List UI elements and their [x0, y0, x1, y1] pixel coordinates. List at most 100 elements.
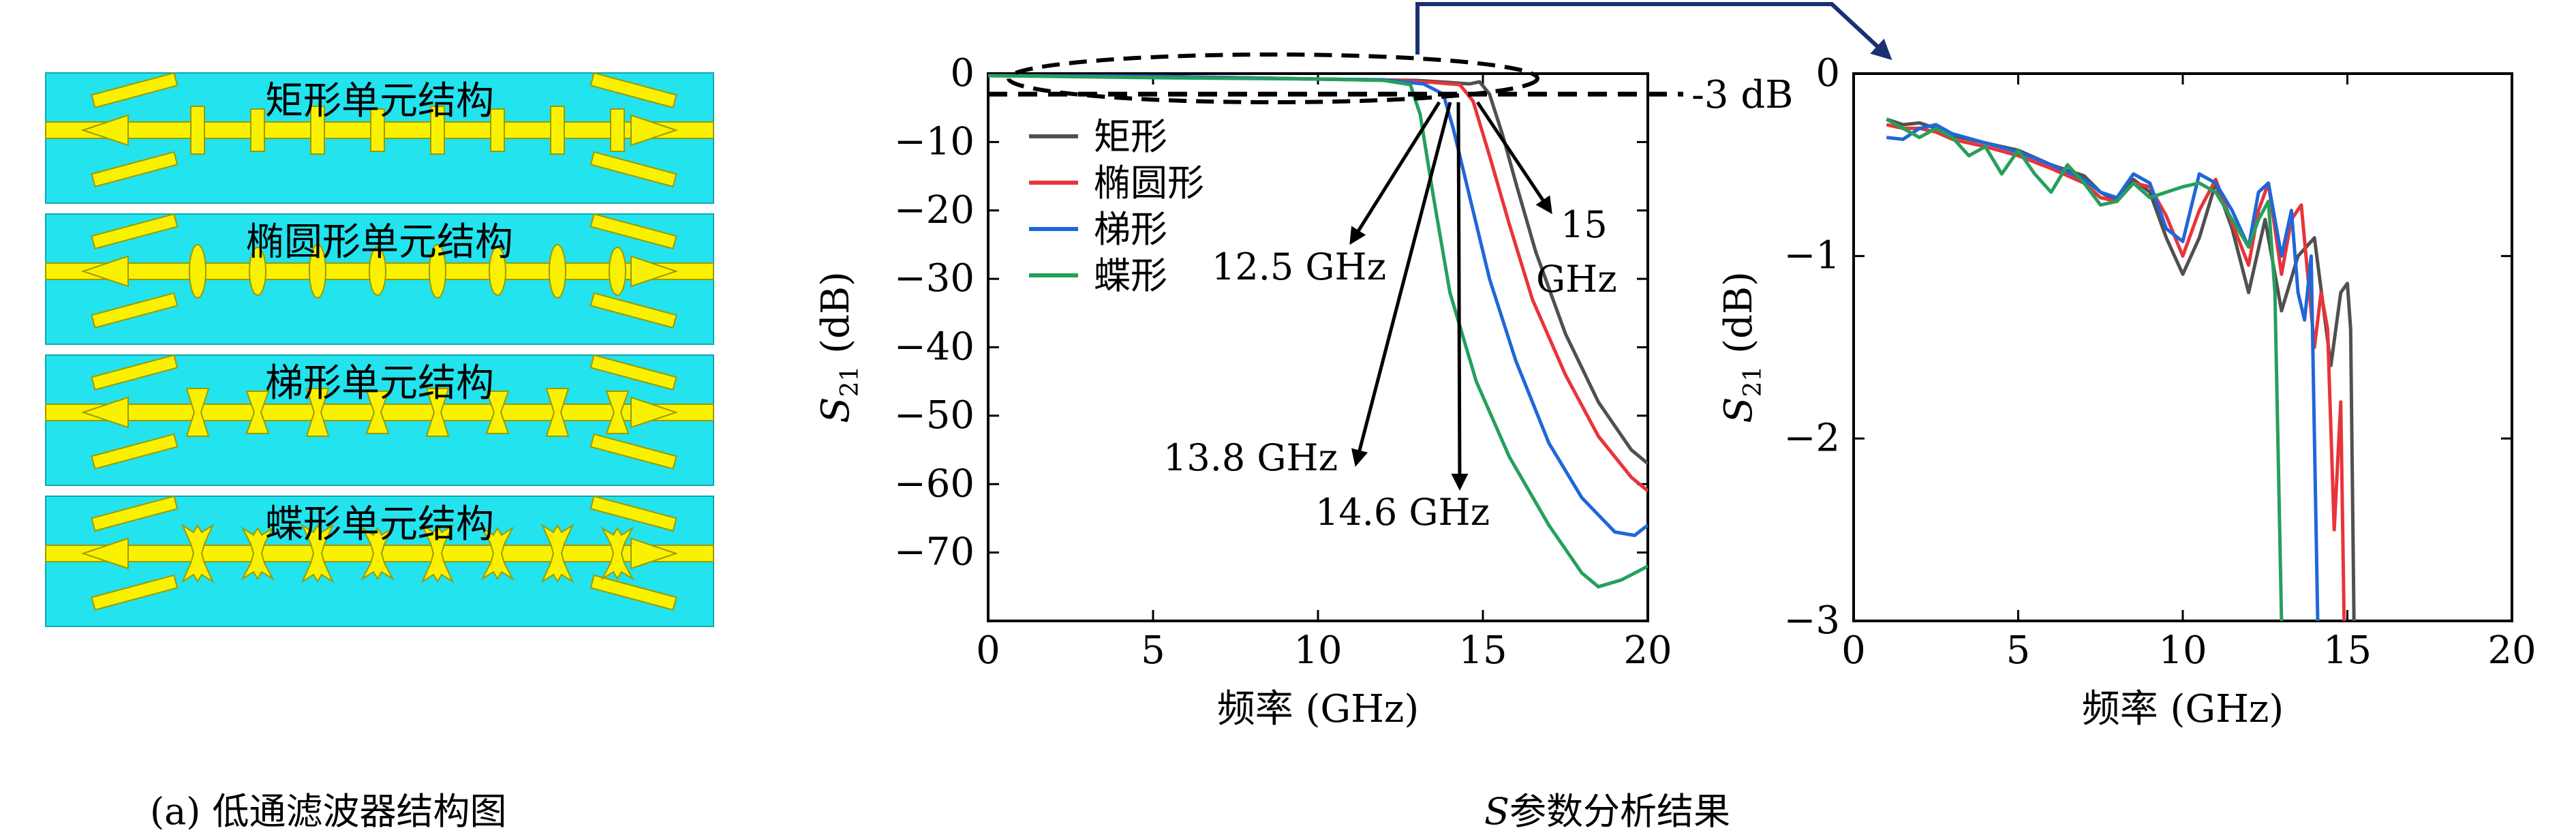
- stub: [305, 388, 330, 437]
- structure-label: 梯形单元结构: [265, 361, 494, 406]
- left-arrow: [80, 255, 129, 288]
- stub: [430, 106, 445, 155]
- y-tick-label: −30: [894, 256, 975, 301]
- zoom-connector-arrow: [1415, 1, 1892, 61]
- x-tick-label: 5: [2006, 628, 2031, 673]
- legend-label: 矩形: [1094, 115, 1167, 158]
- y-tick-label: 0: [950, 51, 975, 95]
- legend-label: 椭圆形: [1094, 162, 1204, 204]
- y-label-symbol: S: [1717, 397, 1761, 423]
- y-tick-label: −70: [894, 530, 975, 575]
- stub: [370, 108, 385, 152]
- x-tick-label: 10: [1293, 628, 1342, 673]
- stub: [245, 391, 270, 434]
- annotation-ghz: GHz: [1536, 258, 1617, 301]
- annotation-arrow: [1475, 101, 1552, 215]
- right-lower-bar: [589, 151, 677, 187]
- annotation-13-8ghz: 13.8 GHz: [1163, 436, 1338, 479]
- y-tick-label: −1: [1783, 234, 1840, 278]
- left-lower-bar: [91, 151, 179, 187]
- stub: [249, 247, 266, 296]
- caption-b-italic: S: [1484, 790, 1509, 833]
- right-lower-bar: [589, 574, 677, 611]
- y-tick-label: −10: [894, 119, 975, 164]
- annotation-arrow: [1351, 102, 1452, 467]
- right-upper-bar: [589, 72, 677, 108]
- stub: [189, 244, 206, 299]
- right-lower-bar: [589, 292, 677, 329]
- stub: [425, 388, 450, 437]
- x-tick-label: 10: [2158, 628, 2207, 673]
- right-arrow: [630, 396, 679, 429]
- x-tick-label: 15: [2323, 628, 2372, 673]
- right-upper-bar: [589, 354, 677, 391]
- right-lower-bar: [589, 433, 677, 470]
- left-upper-bar: [91, 495, 179, 532]
- stub: [310, 106, 325, 155]
- stub: [250, 108, 265, 152]
- left-upper-bar: [91, 354, 179, 391]
- legend-label: 梯形: [1094, 208, 1167, 251]
- stub: [545, 388, 570, 437]
- x-tick-label: 5: [1141, 628, 1165, 673]
- annotation-14-6ghz: 14.6 GHz: [1315, 491, 1490, 534]
- structure-ellipse: 椭圆形单元结构: [45, 213, 714, 345]
- left-upper-bar: [91, 213, 179, 249]
- stub: [429, 244, 446, 299]
- stub: [181, 523, 215, 583]
- y-tick-label: −2: [1783, 416, 1840, 460]
- y-axis-label: S21 (dB): [1717, 271, 1767, 423]
- right-arrow: [630, 537, 679, 570]
- x-tick-label: 20: [2487, 628, 2536, 673]
- y-tick-label: 0: [1815, 51, 1840, 95]
- y-label-subscript: 21: [1739, 366, 1767, 397]
- annotation-12-5ghz: 12.5 GHz: [1212, 245, 1386, 288]
- annotation-15: 15: [1561, 203, 1608, 246]
- stub: [485, 391, 510, 434]
- stub: [480, 526, 515, 581]
- structure-label: 蝶形单元结构: [265, 502, 494, 547]
- minus-3db-label: -3 dB: [1691, 73, 1793, 117]
- x-tick-label: 0: [976, 628, 1000, 673]
- stub: [489, 247, 506, 296]
- annotation-arrow: [1349, 101, 1441, 245]
- stub: [550, 106, 565, 155]
- y-tick-label: −40: [894, 325, 975, 369]
- series-line-蝶形: [988, 74, 1648, 589]
- stub: [185, 388, 210, 437]
- plot-frame: [987, 72, 1649, 622]
- stub: [540, 523, 574, 583]
- stub: [241, 526, 275, 581]
- y-tick-label: −20: [894, 188, 975, 232]
- y-tick-label: −50: [894, 393, 975, 438]
- right-upper-bar: [589, 213, 677, 249]
- y-label-unit: (dB): [814, 271, 858, 366]
- series-line-椭圆形: [1886, 123, 2346, 621]
- y-axis-label: S21 (dB): [814, 271, 864, 423]
- x-tick-label: 20: [1623, 628, 1672, 673]
- plot-frame: [1852, 72, 2513, 622]
- structure-trapezoid: 梯形单元结构: [45, 354, 714, 486]
- y-label-symbol: S: [814, 397, 858, 423]
- stub: [361, 526, 395, 581]
- structure-butterfly: 蝶形单元结构: [45, 495, 714, 627]
- left-upper-bar: [91, 72, 179, 108]
- stub: [605, 391, 630, 434]
- left-arrow: [80, 537, 129, 570]
- stub: [365, 391, 390, 434]
- stub: [301, 523, 335, 583]
- x-axis-label: 频率 (GHz): [1217, 687, 1420, 731]
- left-lower-bar: [91, 292, 179, 329]
- stub: [609, 247, 626, 296]
- y-label-subscript: 21: [836, 366, 864, 397]
- left-arrow: [80, 114, 129, 147]
- structure-rect: 矩形单元结构: [45, 72, 714, 204]
- y-tick-label: −3: [1783, 598, 1840, 643]
- left-arrow: [80, 396, 129, 429]
- structure-label: 矩形单元结构: [265, 79, 494, 123]
- annotation-arrow: [1451, 102, 1469, 491]
- legend-label: 蝶形: [1094, 254, 1167, 297]
- series-line-梯形: [1886, 123, 2320, 621]
